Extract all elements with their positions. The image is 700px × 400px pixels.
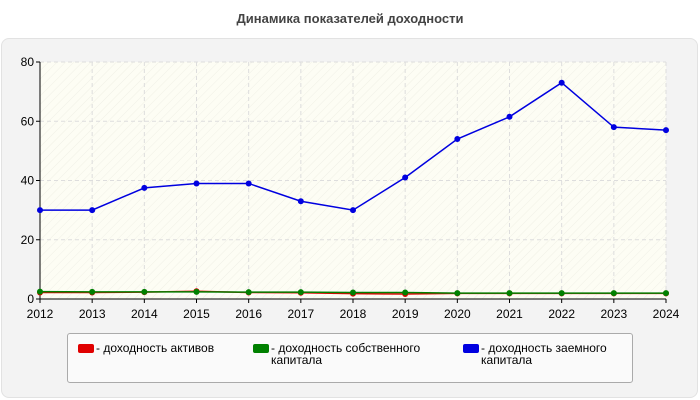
data-point xyxy=(663,290,669,297)
y-tick-label: 80 xyxy=(21,55,35,69)
data-point xyxy=(89,207,96,214)
x-tick-label: 2023 xyxy=(600,307,627,321)
x-tick-label: 2015 xyxy=(183,307,210,321)
x-tick-label: 2021 xyxy=(496,307,523,321)
data-point xyxy=(37,207,43,214)
legend-label: - доходность активов xyxy=(96,341,215,355)
data-point xyxy=(558,79,565,86)
legend-swatch xyxy=(78,344,94,353)
y-tick-label: 60 xyxy=(21,114,35,128)
data-point xyxy=(663,127,669,134)
data-point xyxy=(193,180,200,187)
data-point xyxy=(141,184,148,191)
data-point xyxy=(402,174,409,181)
legend-label: - доходность заемного капитала xyxy=(481,341,607,367)
data-point xyxy=(193,288,200,295)
data-point xyxy=(37,288,43,295)
x-tick-label: 2018 xyxy=(340,307,367,321)
chart-title: Динамика показателей доходности xyxy=(236,11,464,26)
data-point xyxy=(402,289,409,296)
data-point xyxy=(89,288,96,295)
data-point xyxy=(297,198,304,205)
legend-swatch xyxy=(253,344,269,353)
data-point xyxy=(245,180,252,187)
data-point xyxy=(350,289,356,296)
x-tick-label: 2024 xyxy=(653,307,680,321)
y-tick-label: 20 xyxy=(21,233,35,247)
y-tick-label: 40 xyxy=(21,174,35,188)
x-tick-label: 2020 xyxy=(444,307,471,321)
legend: - доходность активов - доходность собстве… xyxy=(67,333,633,383)
data-point xyxy=(454,136,461,143)
x-tick-label: 2019 xyxy=(392,307,419,321)
data-point xyxy=(350,207,356,214)
legend-label: - доходность собственного капитала xyxy=(271,341,421,367)
data-point xyxy=(506,113,513,120)
data-point xyxy=(245,289,252,296)
data-point xyxy=(610,124,617,131)
x-tick-label: 2014 xyxy=(131,307,158,321)
data-point xyxy=(297,289,304,296)
y-tick-label: 0 xyxy=(27,292,34,306)
x-tick-label: 2013 xyxy=(79,307,106,321)
x-tick-label: 2012 xyxy=(27,307,54,321)
x-tick-label: 2017 xyxy=(287,307,314,321)
data-point xyxy=(558,290,565,297)
data-point xyxy=(454,290,461,297)
x-tick-label: 2016 xyxy=(235,307,262,321)
x-tick-label: 2022 xyxy=(548,307,575,321)
legend-swatch xyxy=(463,344,479,353)
data-point xyxy=(610,290,617,297)
data-point xyxy=(506,290,513,297)
data-point xyxy=(141,288,148,295)
